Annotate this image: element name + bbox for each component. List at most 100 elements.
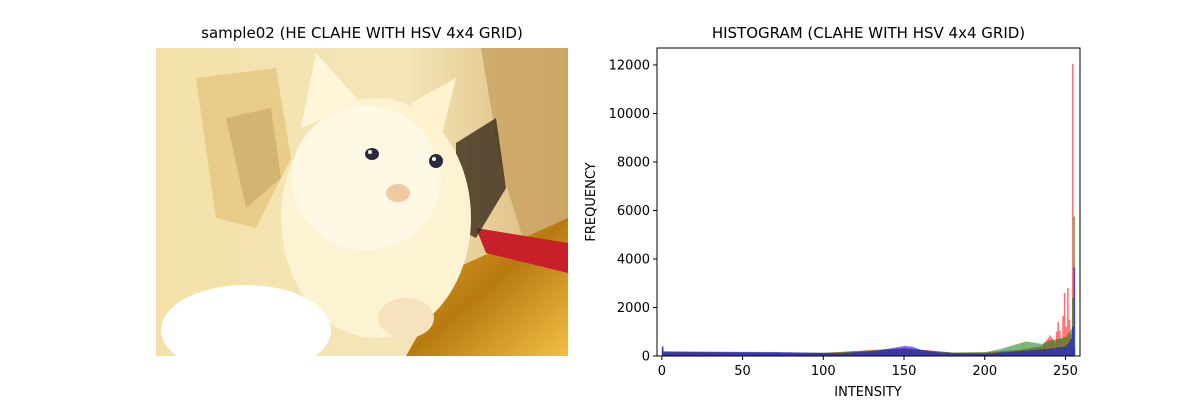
histogram-bar (831, 352, 833, 356)
histogram-bar (797, 352, 800, 356)
histogram-bar (1015, 351, 1018, 356)
histogram-bar (820, 352, 822, 356)
histogram-bar (1005, 347, 1008, 356)
histogram-bar (768, 351, 771, 356)
histogram-bar (1026, 350, 1029, 356)
histogram-bar (994, 352, 997, 356)
histogram-bar (792, 352, 795, 356)
histogram-bar (870, 351, 872, 356)
y-tick-label: 10000 (609, 107, 650, 122)
histogram-bar (758, 351, 761, 356)
histogram-bar (824, 352, 827, 356)
histogram-bar (766, 351, 769, 356)
histogram-bar (1004, 352, 1006, 356)
histogram-bar (842, 352, 845, 356)
histogram-bar (1021, 342, 1024, 356)
histogram-bar (802, 352, 804, 356)
histogram-bar (832, 352, 835, 356)
histogram-bar (992, 352, 995, 356)
histogram-bar (891, 348, 893, 356)
histogram-bar (884, 349, 887, 356)
histogram-bar (866, 351, 869, 356)
histogram-bar (770, 351, 772, 356)
x-axis-label: INTENSITY (834, 385, 901, 400)
histogram-bar (1046, 348, 1048, 356)
histogram-bar (742, 351, 745, 356)
histogram-bar (1047, 348, 1050, 356)
histogram-bar (679, 351, 682, 356)
histogram-bar (1049, 340, 1051, 356)
histogram-bar (879, 349, 882, 356)
histogram-bar (711, 351, 714, 356)
histogram-bar (1028, 350, 1030, 356)
histogram-bar (1042, 349, 1045, 356)
histogram-bar (936, 352, 938, 356)
histogram-bar (958, 353, 961, 356)
histogram-bar (858, 351, 861, 356)
histogram-bar (1055, 347, 1058, 356)
histogram-bar (1034, 349, 1037, 356)
plot-area (661, 63, 1076, 356)
y-tick-label: 0 (642, 350, 650, 365)
histogram-series-1 (661, 216, 1076, 356)
histogram-bar (905, 346, 908, 356)
histogram-bar (705, 351, 708, 356)
histogram-bar (1054, 348, 1056, 356)
histogram-bar (805, 352, 808, 356)
histogram-bar (950, 352, 953, 356)
histogram-bar (799, 352, 801, 356)
histogram-bar (747, 351, 750, 356)
histogram-bar (876, 350, 879, 356)
histogram-bar (970, 353, 972, 356)
histogram-bar (1017, 343, 1019, 356)
histogram-bar (1008, 346, 1011, 356)
histogram-bar (913, 347, 916, 356)
histogram-bar (752, 351, 754, 356)
histogram-bar (731, 351, 733, 356)
histogram-bar (1000, 352, 1003, 356)
histogram-bar (794, 352, 796, 356)
histogram-bar (1036, 349, 1039, 356)
histogram-bar (999, 352, 1001, 356)
histogram-bar (1039, 349, 1042, 356)
histogram-bar (703, 351, 706, 356)
histogram-bar (983, 353, 985, 356)
histogram-bar (966, 353, 969, 356)
chart-title: HISTOGRAM (CLAHE WITH HSV 4x4 GRID) (711, 24, 1026, 42)
histogram-bar (1047, 340, 1050, 356)
histogram-bar (1063, 337, 1066, 356)
histogram-bar (1007, 351, 1009, 356)
histogram-bar (912, 346, 914, 356)
histogram-bar (736, 351, 738, 356)
histogram-bar (763, 351, 766, 356)
histogram-bar (676, 351, 678, 356)
histogram-bar (1050, 339, 1053, 356)
histogram-bar (774, 352, 777, 356)
histogram-bar (841, 352, 843, 356)
histogram-bar (871, 351, 874, 356)
histogram-bar (849, 352, 851, 356)
histogram-bar (1031, 350, 1034, 356)
histogram-bar (755, 351, 758, 356)
histogram-bar (837, 353, 840, 356)
histogram-bar (684, 351, 687, 356)
histogram-bar (931, 351, 934, 356)
histogram-bar (949, 352, 951, 356)
histogram-bar (941, 352, 943, 356)
histogram-bar (845, 352, 848, 356)
histogram-bar (887, 348, 890, 356)
histogram-bar (690, 351, 693, 356)
histogram-bar (946, 352, 948, 356)
histogram-bar (829, 352, 832, 356)
histogram-bar (734, 351, 737, 356)
histogram-bar (916, 348, 919, 356)
histogram-bar (666, 351, 669, 356)
histogram-bar (834, 353, 837, 356)
histogram-bar (771, 351, 774, 356)
histogram-bar (1057, 347, 1060, 356)
histogram-bar (1029, 350, 1032, 356)
histogram-bar (942, 352, 945, 356)
histogram-bar (844, 352, 846, 356)
histogram-bar (757, 351, 759, 356)
histogram-bar (1025, 341, 1027, 356)
